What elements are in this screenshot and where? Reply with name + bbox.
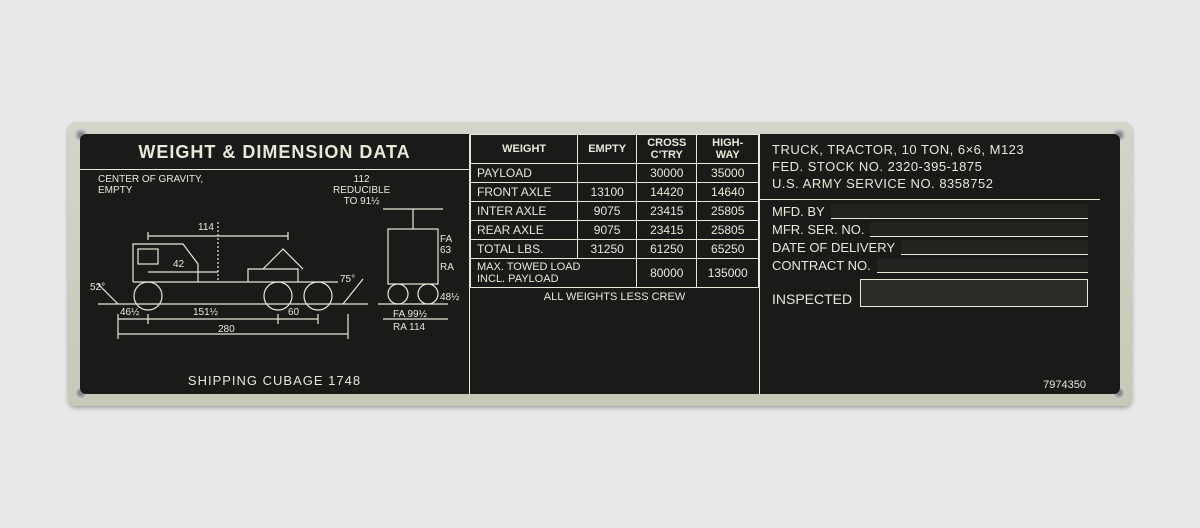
dim-46-5: 46½ (120, 307, 139, 318)
mfr-ser-blank (870, 222, 1088, 237)
row-cross: 14420 (637, 183, 697, 202)
angle-rear: 75° (340, 274, 355, 285)
dim-48-5: 48½ (440, 292, 459, 303)
fa-99-5: FA 99½ (393, 309, 427, 320)
inspected-label: INSPECTED (772, 291, 852, 307)
row-highway: 25805 (697, 221, 759, 240)
data-plate: WEIGHT & DIMENSION DATA (68, 122, 1132, 406)
mfr-ser-label: MFR. SER. NO. (772, 222, 864, 237)
row-label: INTER AXLE (471, 202, 578, 221)
weight-row: PAYLOAD 3000035000 (471, 164, 759, 183)
shipping-cubage: SHIPPING CUBAGE 1748 (80, 373, 469, 388)
row-empty: 9075 (578, 221, 637, 240)
row-highway: 14640 (697, 183, 759, 202)
fed-stock-line: FED. STOCK NO. 2320-395-1875 (772, 159, 1088, 174)
col-highway: HIGH- WAY (697, 135, 759, 164)
ra-114: RA 114 (393, 322, 425, 333)
col-cross: CROSS C'TRY (637, 135, 697, 164)
angle-front: 52° (90, 282, 105, 293)
army-service-no: 8358752 (939, 176, 993, 191)
reducible-label: 112 REDUCIBLE TO 91½ (333, 174, 390, 207)
diagram-panel: WEIGHT & DIMENSION DATA (80, 134, 470, 394)
mfd-by-label: MFD. BY (772, 204, 825, 219)
row-cross: 23415 (637, 202, 697, 221)
part-number: 7974350 (1043, 379, 1086, 391)
dim-280: 280 (218, 324, 235, 335)
towed-highway: 135000 (697, 259, 759, 288)
inspected-row: INSPECTED (772, 279, 1088, 307)
mfr-ser-row: MFR. SER. NO. (772, 222, 1088, 237)
towed-label: MAX. TOWED LOAD INCL. PAYLOAD (471, 259, 637, 288)
truck-diagram: CENTER OF GRAVITY, EMPTY 112 REDUCIBLE T… (88, 174, 461, 354)
date-delivery-label: DATE OF DELIVERY (772, 240, 895, 255)
mfd-by-row: MFD. BY (772, 204, 1088, 219)
army-service-label: U.S. ARMY SERVICE NO. (772, 176, 935, 191)
weight-table: WEIGHT EMPTY CROSS C'TRY HIGH- WAY PAYLO… (470, 134, 759, 288)
fed-stock-no: 2320-395-1875 (888, 159, 983, 174)
total-label: TOTAL LBS. (471, 240, 578, 259)
row-label: FRONT AXLE (471, 183, 578, 202)
row-empty: 13100 (578, 183, 637, 202)
col-empty: EMPTY (578, 135, 637, 164)
identification-panel: TRUCK, TRACTOR, 10 TON, 6×6, M123 FED. S… (760, 134, 1100, 394)
row-empty: 9075 (578, 202, 637, 221)
dim-151-5: 151½ (193, 307, 218, 318)
dim-114: 114 (198, 222, 214, 233)
weight-row: FRONT AXLE131001442014640 (471, 183, 759, 202)
dim-60: 60 (288, 307, 299, 318)
army-service-line: U.S. ARMY SERVICE NO. 8358752 (772, 176, 1088, 191)
dim-42: 42 (173, 259, 184, 270)
contract-row: CONTRACT NO. (772, 258, 1088, 273)
plate-title: WEIGHT & DIMENSION DATA (80, 138, 469, 170)
fed-stock-label: FED. STOCK NO. (772, 159, 884, 174)
ra-label: RA (440, 262, 454, 273)
mfd-by-blank (831, 204, 1088, 219)
row-cross: 23415 (637, 221, 697, 240)
weights-note: ALL WEIGHTS LESS CREW (470, 288, 759, 303)
fa-63: FA 63 (440, 234, 452, 256)
contract-label: CONTRACT NO. (772, 258, 871, 273)
inspected-blank (860, 279, 1088, 307)
row-highway: 35000 (697, 164, 759, 183)
total-highway: 65250 (697, 240, 759, 259)
weight-row: INTER AXLE90752341525805 (471, 202, 759, 221)
row-empty (578, 164, 637, 183)
row-label: PAYLOAD (471, 164, 578, 183)
vehicle-designation: TRUCK, TRACTOR, 10 TON, 6×6, M123 (772, 142, 1088, 157)
weight-row: REAR AXLE90752341525805 (471, 221, 759, 240)
total-empty: 31250 (578, 240, 637, 259)
date-delivery-blank (901, 240, 1088, 255)
col-weight: WEIGHT (471, 135, 578, 164)
cog-label: CENTER OF GRAVITY, EMPTY (98, 174, 203, 196)
total-cross: 61250 (637, 240, 697, 259)
row-highway: 25805 (697, 202, 759, 221)
contract-blank (877, 258, 1088, 273)
row-cross: 30000 (637, 164, 697, 183)
towed-cross: 80000 (637, 259, 697, 288)
weight-table-panel: WEIGHT EMPTY CROSS C'TRY HIGH- WAY PAYLO… (470, 134, 760, 394)
row-label: REAR AXLE (471, 221, 578, 240)
date-delivery-row: DATE OF DELIVERY (772, 240, 1088, 255)
